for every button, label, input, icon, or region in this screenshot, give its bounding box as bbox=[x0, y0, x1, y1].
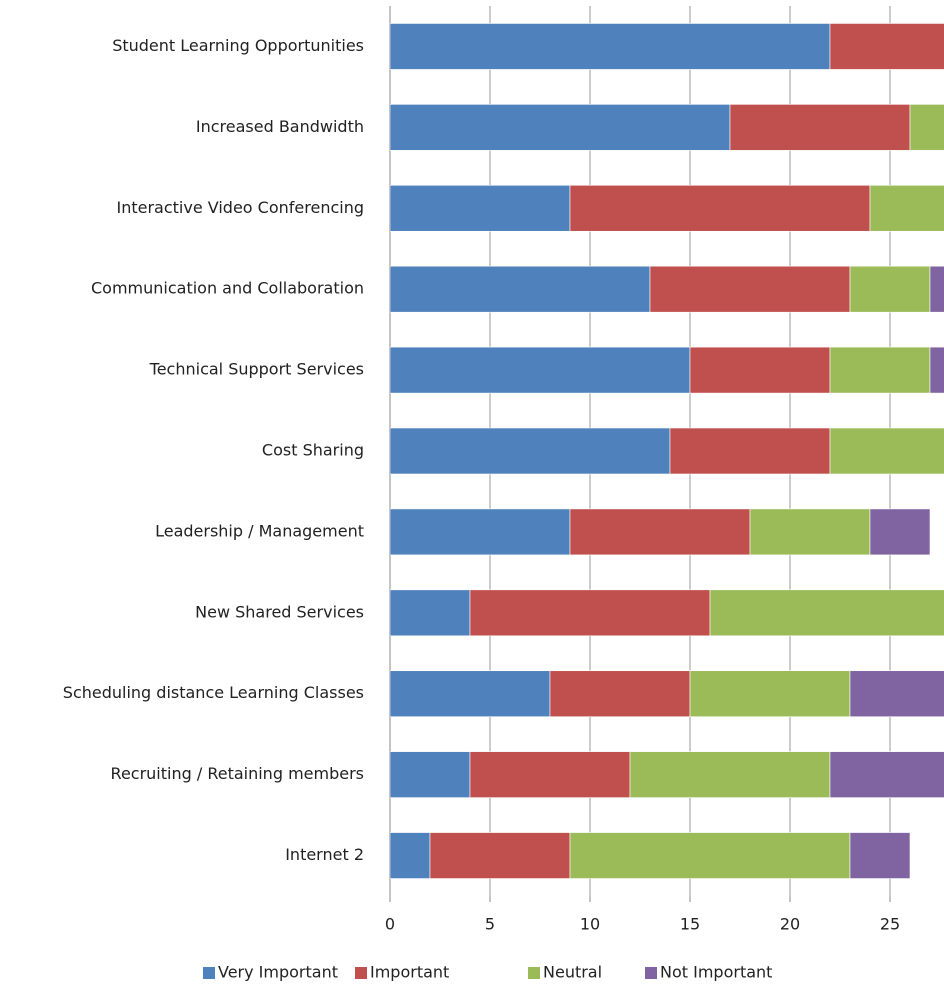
y-tick-label: Recruiting / Retaining members bbox=[111, 764, 364, 783]
bar-segment bbox=[869, 184, 944, 232]
bar-segment bbox=[749, 508, 871, 556]
legend-label: Not Important bbox=[660, 963, 772, 982]
y-tick-label: Leadership / Management bbox=[155, 521, 364, 540]
legend-label: Very Important bbox=[218, 963, 338, 982]
bar-segment bbox=[829, 346, 931, 394]
bar-segment bbox=[469, 589, 711, 637]
bar-segment bbox=[569, 832, 851, 879]
y-tick-label: Internet 2 bbox=[285, 845, 364, 864]
y-tick-label: Scheduling distance Learning Classes bbox=[63, 683, 364, 702]
bar-segment bbox=[629, 751, 831, 798]
bar-segment bbox=[469, 751, 631, 798]
y-tick-label: Cost Sharing bbox=[262, 441, 364, 460]
y-tick-label: Technical Support Services bbox=[149, 360, 364, 379]
bar-segment bbox=[390, 670, 551, 718]
bar-segment bbox=[390, 508, 571, 556]
bar-segment bbox=[390, 346, 691, 394]
bar-segment bbox=[390, 184, 571, 232]
bar-segment bbox=[829, 427, 944, 475]
legend-swatch bbox=[528, 967, 540, 979]
y-tick-label: Increased Bandwidth bbox=[196, 117, 364, 136]
bar-segment bbox=[390, 589, 471, 637]
x-tick-label: 20 bbox=[780, 915, 800, 934]
bar-segment bbox=[729, 104, 911, 151]
bar-segment bbox=[390, 23, 831, 70]
bar-segment bbox=[390, 265, 651, 313]
bar-segment bbox=[429, 832, 571, 879]
bar-segment bbox=[569, 508, 751, 556]
bar-segment bbox=[390, 832, 431, 879]
bar-segment bbox=[849, 670, 944, 718]
y-tick-label: New Shared Services bbox=[195, 602, 364, 621]
bar-segment bbox=[929, 265, 944, 313]
y-tick-label: Interactive Video Conferencing bbox=[116, 198, 364, 217]
legend-swatch bbox=[355, 967, 367, 979]
bar-segment bbox=[829, 23, 944, 70]
bar-segment bbox=[649, 265, 851, 313]
x-tick-label: 0 bbox=[385, 915, 395, 934]
bar-segment bbox=[829, 751, 944, 798]
bar-segment bbox=[390, 104, 731, 151]
legend-label: Neutral bbox=[543, 963, 602, 982]
bar-segment bbox=[569, 184, 871, 232]
legend: Very Important Important Neutral Not Import… bbox=[203, 963, 772, 982]
bar-segment bbox=[549, 670, 691, 718]
bar-segment bbox=[709, 589, 944, 637]
bar-segment bbox=[869, 508, 931, 556]
bar-segment bbox=[689, 346, 831, 394]
bars bbox=[390, 23, 944, 879]
bar-segment bbox=[390, 751, 471, 798]
x-tick-label: 10 bbox=[580, 915, 600, 934]
legend-swatch bbox=[203, 967, 215, 979]
labels: 0 5 10 15 20 25 Student Learning Opportunities… bbox=[63, 36, 900, 934]
bar-segment bbox=[929, 346, 944, 394]
y-tick-label: Student Learning Opportunities bbox=[112, 36, 364, 55]
x-tick-label: 15 bbox=[680, 915, 700, 934]
x-tick-label: 5 bbox=[485, 915, 495, 934]
y-tick-label: Communication and Collaboration bbox=[91, 279, 364, 298]
bar-segment bbox=[849, 832, 911, 879]
bar-segment bbox=[390, 427, 671, 475]
bar-segment bbox=[909, 104, 944, 151]
x-tick-label: 25 bbox=[880, 915, 900, 934]
bar-segment bbox=[849, 265, 931, 313]
legend-swatch bbox=[645, 967, 657, 979]
legend-label: Important bbox=[370, 963, 449, 982]
bar-segment bbox=[669, 427, 831, 475]
bar-segment bbox=[689, 670, 851, 718]
